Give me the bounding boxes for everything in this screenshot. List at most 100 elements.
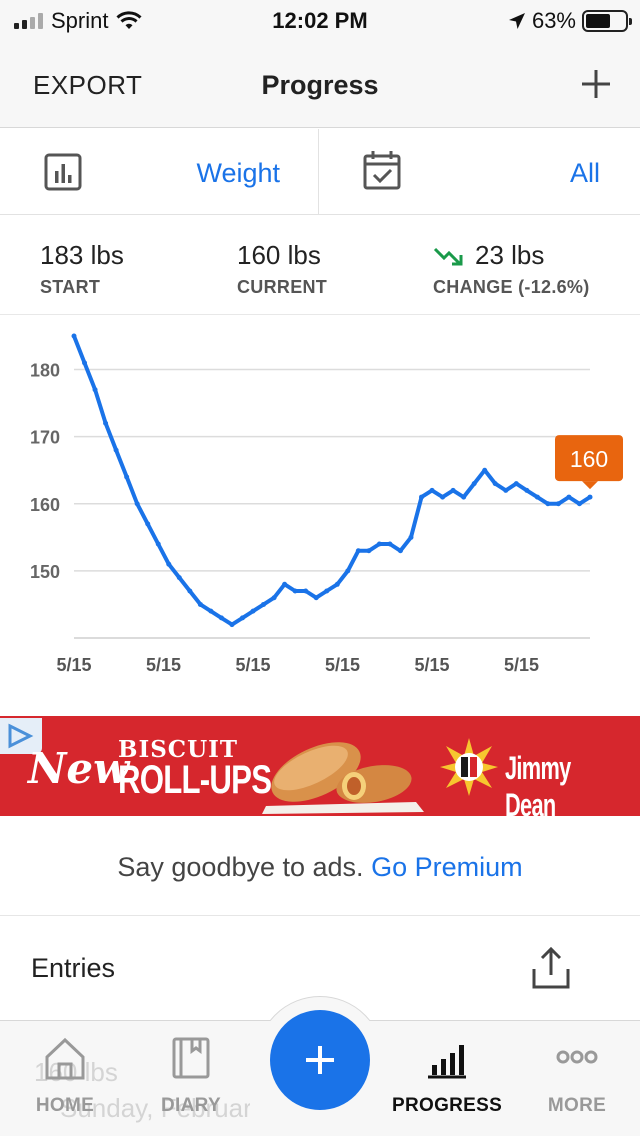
data-point: [397, 548, 403, 554]
data-point: [124, 474, 130, 480]
bar-chart-icon: [44, 153, 82, 191]
range-value: All: [569, 158, 600, 188]
tab-progress-label: PROGRESS: [392, 1095, 503, 1116]
data-point: [176, 575, 182, 581]
data-point: [282, 581, 288, 587]
ad-rollups-text: ROLL-UPS: [118, 758, 272, 802]
data-point: [450, 487, 456, 493]
share-icon[interactable]: [530, 945, 572, 991]
x-tick-label: 5/15: [146, 655, 181, 675]
data-point: [545, 501, 551, 507]
y-tick-label: 160: [30, 495, 60, 515]
data-point: [303, 588, 309, 594]
ad-new-text: New: [28, 744, 130, 793]
data-point: [166, 561, 172, 567]
data-point: [218, 615, 224, 621]
entries-header: Entries: [0, 917, 640, 1017]
data-point: [440, 494, 446, 500]
tab-progress[interactable]: PROGRESS: [392, 1035, 502, 1117]
add-entry-plus-icon[interactable]: [576, 64, 616, 104]
callout-pointer: [582, 481, 598, 490]
bar-chart-icon: [428, 1045, 466, 1079]
export-button[interactable]: EXPORT: [33, 70, 143, 100]
current-value-callout: [555, 435, 623, 482]
trending-down-icon: [433, 247, 463, 265]
data-point: [419, 494, 425, 500]
quick-add-button[interactable]: [270, 1010, 370, 1110]
data-point: [513, 481, 519, 487]
x-tick-label: 5/15: [414, 655, 449, 675]
status-bar: Sprint 12:02 PM 63%: [0, 0, 640, 42]
tab-home[interactable]: HOME: [10, 1035, 120, 1117]
tab-diary-label: DIARY: [161, 1095, 221, 1116]
data-point: [387, 541, 393, 547]
filter-bar: Weight All: [0, 129, 640, 215]
data-point: [461, 494, 467, 500]
premium-upsell: Say goodbye to ads. Go Premium: [0, 816, 640, 916]
callout-label: 160: [570, 446, 608, 472]
status-left: Sprint: [14, 8, 143, 34]
filter-divider: [318, 129, 319, 215]
home-icon: [45, 1037, 85, 1080]
data-point: [471, 481, 477, 487]
data-point: [145, 521, 151, 527]
jimmy-dean-logo-icon: [440, 738, 498, 796]
tab-diary[interactable]: DIARY: [136, 1035, 246, 1117]
signal-icon: [14, 13, 43, 29]
start-label: START: [40, 277, 101, 297]
y-tick-label: 180: [30, 361, 60, 381]
data-point: [208, 608, 214, 614]
data-point: [250, 608, 256, 614]
current-value: 160 lbs: [237, 240, 321, 270]
data-point: [187, 588, 193, 594]
change-stat: 23 lbs CHANGE (-12.6%): [433, 240, 590, 298]
status-time: 12:02 PM: [272, 8, 368, 33]
weight-chart[interactable]: 150 160 170 180 5/15 5/15 5/15 5/15 5/15 5/15 160: [0, 316, 640, 716]
data-point: [492, 481, 498, 487]
weight-summary: 183 lbs START 160 lbs CURRENT 23 lbs CHA…: [0, 216, 640, 315]
data-point: [324, 588, 330, 594]
data-point: [576, 501, 582, 507]
y-tick-label: 170: [30, 428, 60, 448]
change-label: CHANGE (-12.6%): [433, 277, 590, 297]
data-point: [82, 360, 88, 366]
battery-fill: [586, 14, 610, 28]
change-row: 23 lbs: [433, 240, 590, 271]
metric-selector[interactable]: Weight: [0, 129, 318, 215]
data-point: [534, 494, 540, 500]
data-point: [555, 501, 561, 507]
x-tick-label: 5/15: [325, 655, 360, 675]
battery-percent: 63%: [531, 8, 576, 33]
x-tick-label: 5/15: [504, 655, 539, 675]
data-point: [345, 568, 351, 574]
data-point: [482, 467, 488, 473]
battery-icon: [582, 10, 632, 32]
ad-banner[interactable]: New BISCUIT ROLL-UPS Jimmy Dean: [0, 716, 640, 816]
x-tick-label: 5/15: [56, 655, 91, 675]
data-point: [313, 595, 319, 601]
premium-text: Say goodbye to ads.: [117, 852, 364, 882]
data-point: [334, 581, 340, 587]
data-point: [134, 501, 140, 507]
data-point: [408, 534, 414, 540]
data-point: [229, 622, 235, 628]
ad-biscuit-text: BISCUIT: [118, 736, 239, 763]
data-point: [566, 494, 572, 500]
tab-more[interactable]: MORE: [522, 1035, 632, 1117]
data-point: [71, 333, 77, 339]
data-point: [503, 487, 509, 493]
ad-choices-icon[interactable]: [0, 718, 42, 754]
date-range-selector[interactable]: All: [319, 129, 640, 215]
go-premium-link[interactable]: Go Premium: [371, 852, 523, 882]
start-stat: 183 lbs START: [40, 240, 124, 298]
data-point: [366, 548, 372, 554]
data-point: [103, 420, 109, 426]
data-point: [292, 588, 298, 594]
data-point: [524, 487, 530, 493]
nav-header: EXPORT Progress: [0, 42, 640, 128]
x-tick-label: 5/15: [235, 655, 270, 675]
status-right: 63%: [508, 8, 632, 34]
metric-value: Weight: [196, 158, 280, 188]
data-point: [376, 541, 382, 547]
data-point: [92, 387, 98, 393]
